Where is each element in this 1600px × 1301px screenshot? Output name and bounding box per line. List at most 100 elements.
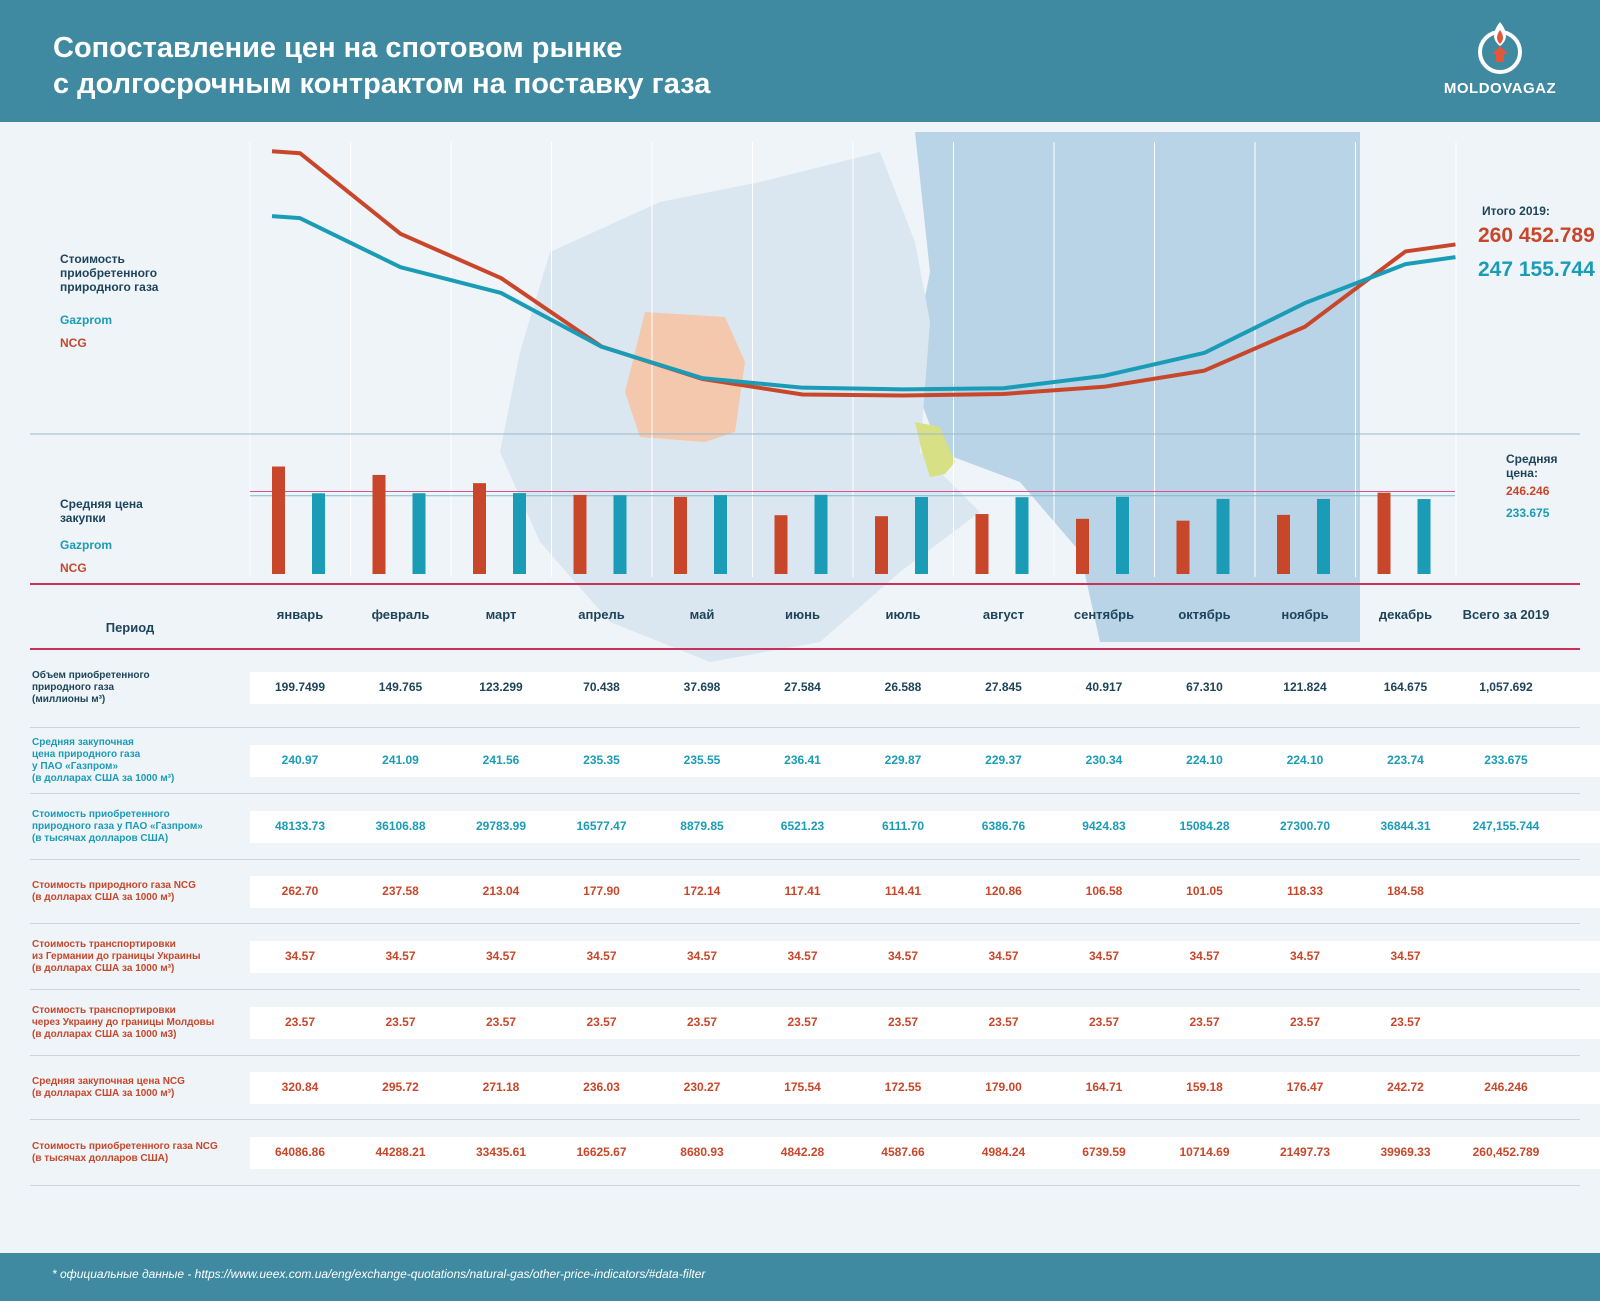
bar-ncg — [372, 474, 386, 574]
table-cell: 262.70 — [281, 884, 319, 898]
table-cell: 179.00 — [985, 1080, 1022, 1094]
table-cell: 4842.28 — [780, 1145, 825, 1159]
table-cell: 295.72 — [382, 1080, 419, 1094]
row-band — [250, 876, 1600, 908]
map-region-east — [910, 132, 1360, 642]
table-cell: 23.57 — [284, 1015, 316, 1029]
table-cell: 27.845 — [985, 680, 1022, 694]
header-banner: Сопоставление цен на спотовом рынке с до… — [0, 0, 1600, 122]
row-label: Стоимость транспортировки через Украину д… — [32, 1005, 215, 1040]
month-header: ноябрь — [1281, 607, 1329, 622]
row-band — [250, 941, 1600, 973]
table-row: Стоимость приобретенного газа NCG (в тыся… — [30, 1120, 1600, 1186]
bar-ncg — [875, 516, 888, 574]
bar-gazprom — [613, 495, 627, 574]
bar-ncg — [573, 494, 587, 574]
legend-cost-line2: приобретенного — [60, 266, 158, 280]
footer: * официальные данные - https://www.ueex.… — [0, 1253, 1600, 1301]
table-cell: 23.57 — [787, 1015, 818, 1029]
legend-avg-title: Средняя цена закупки — [60, 497, 143, 525]
table-row: Стоимость приобретенного природного газа … — [30, 794, 1600, 860]
legend-cost-ncg: NCG — [60, 336, 87, 350]
table-cell: 34.57 — [887, 949, 919, 963]
row-band — [250, 1137, 1600, 1169]
table-cell: 33435.61 — [475, 1145, 527, 1159]
month-header: январь — [276, 607, 324, 622]
table-cell: 271.18 — [482, 1080, 520, 1094]
table-cell: 123.299 — [479, 680, 523, 694]
table-cell: 36106.88 — [375, 819, 426, 833]
avg-price-bars — [272, 466, 1431, 574]
table-cell: 229.87 — [884, 753, 922, 767]
table-cell: 247,155.744 — [1472, 819, 1540, 833]
bar-gazprom — [1116, 496, 1129, 574]
legend-avg-ncg: NCG — [60, 561, 87, 575]
table-cell: 16577.47 — [576, 819, 627, 833]
month-header: июль — [885, 607, 921, 622]
table-cell: 44288.21 — [375, 1145, 426, 1159]
table-cell: 8680.93 — [680, 1145, 724, 1159]
row-divider — [30, 793, 1580, 794]
table-cell: 6521.23 — [780, 819, 825, 833]
table-cell: 117.41 — [784, 884, 821, 898]
table-cell: 213.04 — [482, 884, 520, 898]
table-cell: 9424.83 — [1082, 819, 1126, 833]
total-gazprom-value: 247 155.744 — [1478, 258, 1595, 281]
bar-ncg — [774, 515, 788, 574]
average-label-line1: Средняя — [1506, 452, 1558, 466]
table-row: Объем приобретенного природного газа (милл… — [30, 648, 1600, 728]
price-chart — [30, 142, 1580, 585]
average-ncg-value: 246.246 — [1506, 484, 1550, 498]
table-row: Средняя закупочная цена NCG (в долларах С… — [30, 1056, 1600, 1120]
average-label-line2: цена: — [1506, 466, 1538, 480]
row-divider — [30, 923, 1580, 924]
table-cell: 233.675 — [1484, 753, 1528, 767]
footer-source-note: * официальные данные - https://www.ueex.… — [52, 1267, 706, 1281]
row-divider — [30, 1119, 1580, 1120]
bar-ncg — [1277, 514, 1290, 574]
bar-gazprom — [1417, 499, 1431, 574]
table-cell: 184.58 — [1387, 884, 1424, 898]
table-cell: 48133.73 — [274, 819, 326, 833]
table-cell: 175.54 — [784, 1080, 821, 1094]
bar-gazprom — [412, 493, 426, 574]
table-cell: 237.58 — [382, 884, 419, 898]
table-cell: 27.584 — [784, 680, 821, 694]
page-title: Сопоставление цен на спотовом рынке с до… — [53, 30, 953, 102]
table-cell: 320.84 — [281, 1080, 319, 1094]
table-cell: 15084.28 — [1179, 819, 1230, 833]
row-label: Средняя закупочная цена природного газа у … — [32, 737, 175, 784]
month-header: сентябрь — [1073, 607, 1135, 622]
table-cell: 224.10 — [1186, 753, 1223, 767]
table-cell: 34.57 — [787, 949, 818, 963]
table-cell: 34.57 — [586, 949, 617, 963]
legend-cost-line1: Стоимость — [60, 252, 125, 266]
flame-logo-icon — [1478, 22, 1522, 74]
table-cell: 34.57 — [1390, 949, 1421, 963]
table-cell: 159.18 — [1186, 1080, 1223, 1094]
table-cell: 149.765 — [378, 680, 423, 694]
moldovagaz-logo: MOLDOVAGAZ — [1430, 18, 1570, 108]
table-cell: 6111.70 — [881, 819, 925, 833]
month-header: декабрь — [1378, 607, 1433, 622]
table-row: Стоимость природного газа NCG (в долларах… — [30, 860, 1600, 924]
table-cell: 23.57 — [1088, 1015, 1120, 1029]
table-cell: 260,452.789 — [1472, 1145, 1540, 1159]
table-cell: 223.74 — [1387, 753, 1424, 767]
row-label: Объем приобретенного природного газа (милл… — [32, 670, 150, 705]
table-cell: 246.246 — [1484, 1080, 1528, 1094]
table-cell: 39969.33 — [1380, 1145, 1431, 1159]
line-series-ncg — [271, 149, 1456, 398]
table-cell: 16625.67 — [576, 1145, 627, 1159]
legend-avg-gazprom: Gazprom — [60, 538, 113, 552]
bar-ncg — [1176, 520, 1190, 574]
table-cell: 164.675 — [1383, 680, 1428, 694]
chart-vertical-grid — [249, 142, 1457, 577]
row-band — [250, 811, 1600, 843]
bar-ncg — [674, 496, 687, 574]
table-cell: 34.57 — [686, 949, 718, 963]
table-cell: 37.698 — [683, 680, 721, 694]
bar-gazprom — [1216, 498, 1230, 574]
table-cell: 8879.85 — [680, 819, 724, 833]
table-cell: 199.7499 — [274, 680, 326, 694]
